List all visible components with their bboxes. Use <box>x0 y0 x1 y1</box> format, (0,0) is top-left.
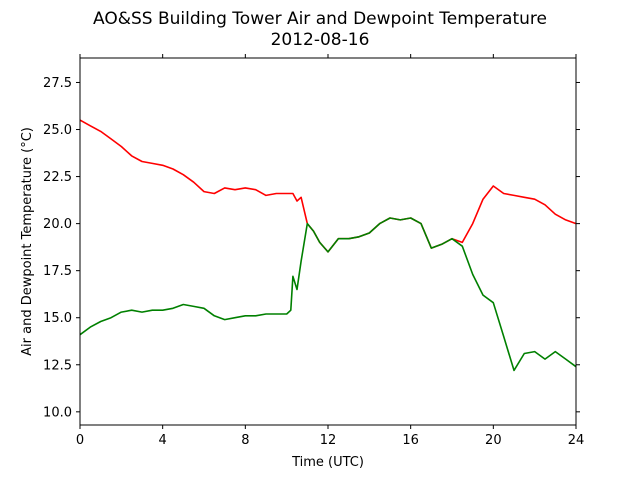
y-tick-label: 10.0 <box>43 405 72 420</box>
y-tick-label: 17.5 <box>43 264 72 279</box>
chart-title: AO&SS Building Tower Air and Dewpoint Te… <box>93 9 547 29</box>
x-tick-label: 16 <box>402 433 419 448</box>
series-line-1 <box>79 217 577 372</box>
y-tick-label: 27.5 <box>43 76 72 91</box>
x-tick-label: 12 <box>320 433 337 448</box>
series-layer <box>79 119 577 372</box>
chart-subtitle: 2012-08-16 <box>271 30 370 50</box>
y-tick-label: 15.0 <box>43 311 72 326</box>
y-tick-label: 12.5 <box>43 358 72 373</box>
tick-layer: 0 4 8 12 16 20 24 10.0 12.5 15.0 17.5 20.0 22.5 25.0 2… <box>43 54 584 448</box>
y-tick-label: 20.0 <box>43 217 72 232</box>
y-tick-label: 22.5 <box>43 170 72 185</box>
y-tick-label: 25.0 <box>43 123 72 138</box>
series-line-0 <box>79 119 577 253</box>
plot-frame <box>79 57 577 426</box>
x-tick-label: 4 <box>159 433 167 448</box>
x-tick-label: 24 <box>568 433 585 448</box>
x-tick-label: 0 <box>76 433 84 448</box>
x-axis-label: Time (UTC) <box>291 455 364 470</box>
y-axis-label: Air and Dewpoint Temperature (°C) <box>20 127 35 356</box>
x-tick-label: 20 <box>485 433 502 448</box>
x-tick-label: 8 <box>241 433 249 448</box>
